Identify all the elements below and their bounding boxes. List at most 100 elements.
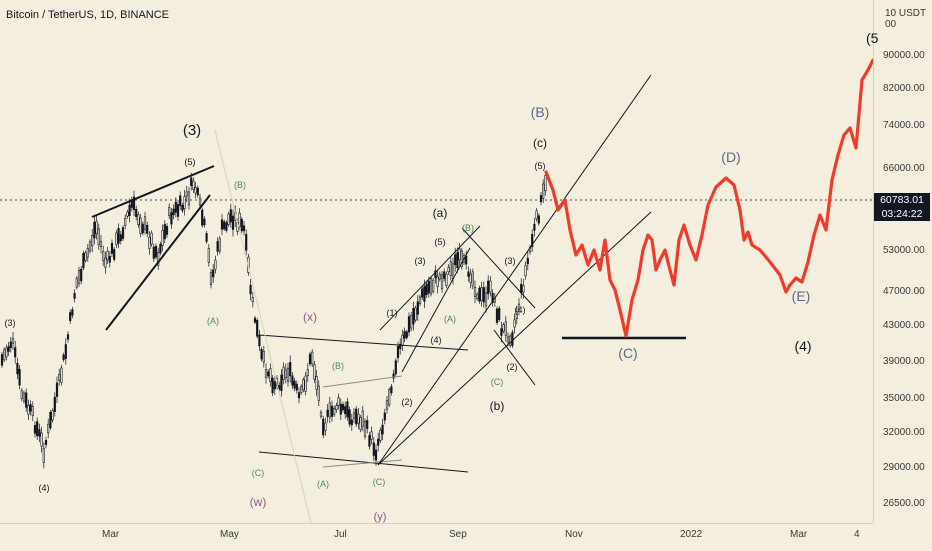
trendline[interactable] xyxy=(322,459,403,468)
currency-label[interactable]: 10 USDT 00 xyxy=(885,8,926,30)
candle xyxy=(115,229,118,249)
trendline[interactable] xyxy=(105,194,211,331)
candle xyxy=(176,200,180,221)
candle xyxy=(273,375,276,396)
candle xyxy=(293,377,296,392)
price-tick: 53000.00 xyxy=(883,245,925,256)
candle xyxy=(341,401,345,413)
candle xyxy=(319,409,323,419)
time-axis[interactable] xyxy=(0,523,873,551)
candle xyxy=(355,406,358,427)
candle xyxy=(146,221,149,238)
candle xyxy=(357,408,360,430)
candle xyxy=(368,432,371,450)
wave-label: (5) xyxy=(535,161,546,171)
candle xyxy=(286,362,290,387)
wave-label: (4) xyxy=(431,335,442,345)
candle xyxy=(88,239,92,254)
candle xyxy=(69,309,72,324)
wave-label: (B) xyxy=(332,361,344,371)
time-tick: Sep xyxy=(449,529,467,540)
candle xyxy=(392,369,395,383)
wave-label: (3) xyxy=(505,256,516,266)
last-price-tag: 60783.01 xyxy=(874,193,930,207)
candle xyxy=(194,181,197,199)
candle xyxy=(251,291,254,308)
wave-label: (C) xyxy=(252,468,265,478)
candle xyxy=(412,301,415,331)
price-tick: 43000.00 xyxy=(883,320,925,331)
candle xyxy=(443,268,446,282)
wave-label: (4) xyxy=(515,305,526,315)
candle xyxy=(542,179,545,203)
wave-label: (D) xyxy=(721,149,740,165)
candle xyxy=(366,415,369,434)
trendline[interactable] xyxy=(322,375,403,388)
candle xyxy=(295,380,298,394)
trendline-drawings[interactable] xyxy=(91,74,686,523)
symbol-title: Bitcoin / TetherUS, 1D, BINANCE xyxy=(6,9,170,21)
candle xyxy=(379,427,382,443)
candle xyxy=(436,270,439,294)
candle xyxy=(326,404,329,423)
candle xyxy=(209,268,213,289)
candle xyxy=(58,368,61,386)
candle xyxy=(128,198,131,223)
candle xyxy=(390,383,393,396)
trendline[interactable] xyxy=(258,451,469,473)
candle xyxy=(306,363,309,383)
candle xyxy=(16,357,19,380)
candle xyxy=(456,247,459,274)
candle xyxy=(77,266,81,287)
candle xyxy=(535,208,538,222)
candle xyxy=(300,384,303,395)
trendline[interactable] xyxy=(214,129,312,523)
candle xyxy=(249,279,252,301)
trendline[interactable] xyxy=(377,74,652,466)
candle xyxy=(533,217,536,237)
candle xyxy=(302,377,305,393)
candle xyxy=(363,418,367,440)
candle xyxy=(438,271,441,282)
candle xyxy=(429,276,433,297)
wave-label: (y) xyxy=(374,511,387,523)
candle xyxy=(212,264,215,283)
candle xyxy=(489,276,492,297)
candle xyxy=(201,207,204,228)
price-axis[interactable] xyxy=(873,0,932,523)
candle xyxy=(216,237,219,256)
trendline[interactable] xyxy=(379,225,481,331)
candle xyxy=(339,398,342,421)
candle xyxy=(141,221,144,236)
candle xyxy=(93,215,96,245)
candle xyxy=(484,286,488,313)
candle xyxy=(427,276,430,298)
candle xyxy=(227,211,230,227)
trendline[interactable] xyxy=(461,227,536,309)
wave-label: (4) xyxy=(794,338,811,354)
time-tick: May xyxy=(220,529,239,540)
candle xyxy=(487,275,490,300)
candle xyxy=(36,417,39,441)
candle xyxy=(163,220,166,244)
candle xyxy=(18,365,21,390)
candle xyxy=(495,306,499,325)
price-tick: 32000.00 xyxy=(883,427,925,438)
candle xyxy=(377,432,380,452)
price-chart[interactable]: (3) (5) (B) (3) (4) (A) (x) (C) (w) (B) (A) (C) (y) (… xyxy=(0,0,873,523)
candle xyxy=(165,223,169,238)
price-tick: 35000.00 xyxy=(883,393,925,404)
trendline[interactable] xyxy=(91,165,215,218)
candle xyxy=(425,280,428,298)
candle xyxy=(31,401,34,422)
trendline[interactable] xyxy=(258,334,469,351)
projection-path[interactable] xyxy=(544,58,873,338)
candle xyxy=(60,364,63,386)
candle xyxy=(491,289,494,307)
trendline[interactable] xyxy=(401,247,471,373)
candle xyxy=(84,250,87,263)
trendline[interactable] xyxy=(493,329,536,386)
candle xyxy=(359,414,362,433)
candle xyxy=(205,230,208,244)
